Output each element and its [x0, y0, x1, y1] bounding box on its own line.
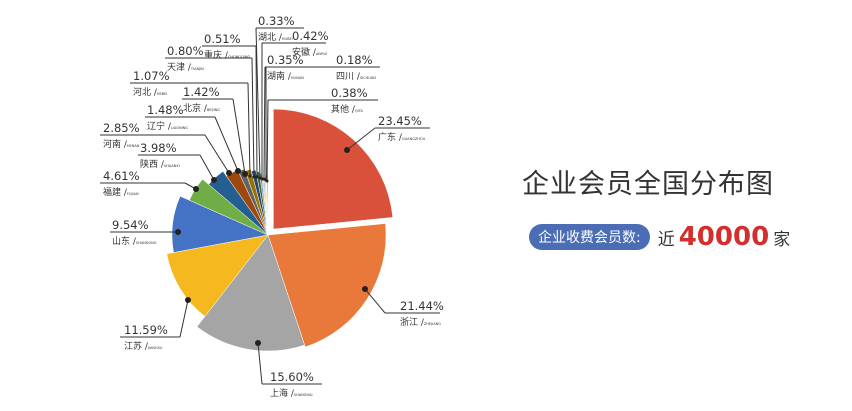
- data-label-percent: 21.44%: [400, 299, 444, 313]
- pie-slice-shandong: [171, 195, 269, 253]
- leader-dot: [255, 175, 259, 179]
- data-label-name: 北京 /BEIJING: [183, 102, 220, 114]
- member-count-prefix: 近: [657, 229, 675, 250]
- data-label-name: 上海 /SHANGHAI: [270, 387, 313, 399]
- leader-dot: [242, 171, 248, 177]
- chart-title: 企业会员全国分布图: [522, 169, 774, 200]
- data-label-percent: 0.35%: [267, 53, 304, 67]
- leader-line: [179, 299, 189, 338]
- leader-line: [346, 127, 376, 151]
- data-label-name: 河南 /HENAN: [103, 138, 140, 150]
- data-label-percent: 1.07%: [133, 69, 170, 83]
- data-label-percent: 4.61%: [103, 169, 140, 183]
- data-label-name: 江苏 /JIANGSU: [124, 340, 163, 352]
- leader-line: [364, 288, 386, 314]
- leader-line: [263, 66, 266, 180]
- data-label-name: 重庆 /CHONGQING: [204, 49, 250, 61]
- leader-line: [199, 154, 215, 181]
- data-label-name: 广东 /GUANGZHOU: [378, 131, 426, 143]
- data-label-percent: 0.18%: [336, 53, 373, 67]
- pie-slice-tianjin: [255, 171, 269, 236]
- data-label-name: 山东 /SHANDONG: [112, 235, 157, 247]
- member-count-unit: 家: [773, 229, 791, 250]
- leader-line: [214, 116, 239, 172]
- data-label-percent: 0.38%: [331, 86, 368, 100]
- leader-line: [251, 57, 255, 178]
- leader-dot: [344, 147, 350, 153]
- leader-dot: [265, 179, 269, 183]
- leader-line: [257, 342, 263, 385]
- pie-slice-guangzhou: [273, 108, 394, 230]
- data-label-name: 湖北 /HUBEI: [258, 32, 293, 43]
- pie-slice-beijing: [244, 168, 269, 236]
- leader-line: [255, 27, 261, 179]
- leader-dot: [193, 186, 199, 192]
- leader-dot: [248, 174, 252, 178]
- data-label-percent: 1.48%: [147, 103, 184, 117]
- data-label-percent: 0.51%: [204, 32, 241, 46]
- leader-line: [255, 45, 258, 178]
- data-label-name: 安徽 /ANHUI: [292, 46, 327, 58]
- member-count-number: 40000: [678, 222, 770, 252]
- leader-dot: [252, 175, 256, 179]
- leader-line: [247, 82, 251, 177]
- leader-line: [204, 134, 230, 174]
- pie-slice-jiangsu: [166, 234, 269, 317]
- leader-line: [266, 99, 269, 182]
- data-label-percent: 0.33%: [258, 14, 295, 28]
- data-label-name: 其他 /QITA: [331, 103, 364, 115]
- data-label-percent: 0.80%: [167, 44, 204, 58]
- data-label-percent: 9.54%: [112, 218, 149, 232]
- data-label-name: 湖南 /HUNAN: [267, 70, 304, 82]
- data-label-name: 天津 /TIANJIN: [167, 62, 204, 73]
- data-label-name: 河北 /HEBEI: [133, 86, 167, 98]
- data-label-percent: 0.42%: [292, 29, 329, 43]
- data-label-percent: 3.98%: [140, 141, 177, 155]
- data-label-percent: 1.42%: [183, 85, 220, 99]
- pie-slice-shanghai: [196, 234, 305, 352]
- leader-dot: [226, 170, 232, 176]
- leader-dot: [211, 177, 217, 183]
- data-label-name: 福建 /FUJIAN: [103, 186, 139, 198]
- leader-dot: [255, 340, 261, 346]
- data-label-percent: 15.60%: [270, 370, 314, 384]
- data-label-percent: 23.45%: [378, 114, 422, 128]
- data-label-name: 浙江 /ZHEJIANG: [400, 316, 441, 328]
- leader-dot: [175, 229, 181, 235]
- pie-slice-zhejiang: [267, 223, 387, 348]
- data-label-name: 四川 /SICHUAN: [336, 72, 376, 82]
- leader-dot: [362, 286, 368, 292]
- data-label-percent: 11.59%: [124, 323, 168, 337]
- leader-dot: [235, 168, 241, 174]
- data-label-name: 陕西 /SHAANXI: [140, 158, 180, 170]
- member-count: 企业收费会员数: 近 40000 家: [529, 222, 790, 252]
- leader-dot: [185, 297, 191, 303]
- member-count-badge: 企业收费会员数:: [529, 224, 650, 250]
- data-label-name: 辽宁 /LIAONING: [147, 120, 188, 132]
- leader-line: [232, 98, 246, 175]
- data-label-percent: 2.85%: [103, 121, 140, 135]
